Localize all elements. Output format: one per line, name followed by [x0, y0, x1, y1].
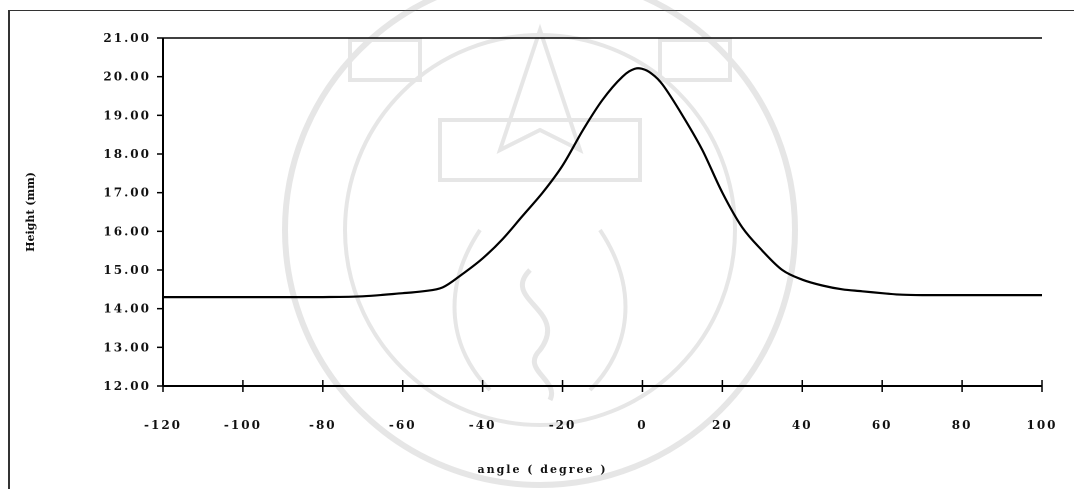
- x-tick-label: -60: [389, 418, 417, 432]
- x-tick-label: -80: [309, 418, 337, 432]
- y-axis: 12.00 13.00 14.00 15.00 16.00 17.00 18.00 19.00…: [103, 31, 1042, 393]
- x-tick-label: -100: [224, 418, 262, 432]
- x-tick-label: -40: [469, 418, 497, 432]
- y-tick-label: 18.00: [103, 147, 151, 161]
- y-tick-label: 16.00: [103, 224, 151, 238]
- y-axis-title: Height (mm): [24, 172, 37, 252]
- x-tick-label: 40: [792, 418, 813, 432]
- x-axis: -120 -100 -80 -60 -40 -20 0 20 40 60 80 100: [144, 380, 1057, 432]
- y-tick-label: 15.00: [103, 263, 151, 277]
- frame-border-left: [8, 10, 10, 489]
- x-tick-label: -120: [144, 418, 182, 432]
- y-tick-label: 12.00: [103, 379, 151, 393]
- x-tick-label: 80: [952, 418, 973, 432]
- series-line: [163, 67, 1042, 299]
- frame-border-top: [8, 10, 1074, 11]
- x-tick-label: 20: [712, 418, 733, 432]
- y-tick-label: 13.00: [103, 340, 151, 354]
- x-tick-label: 100: [1026, 418, 1057, 432]
- series-group: [163, 67, 1042, 299]
- y-tick-label: 17.00: [103, 186, 151, 200]
- y-tick-label: 14.00: [103, 302, 151, 316]
- x-axis-title: angle ( degree ): [477, 463, 607, 476]
- x-tick-label: 60: [872, 418, 893, 432]
- y-tick-label: 21.00: [103, 31, 151, 45]
- y-tick-label: 20.00: [103, 70, 151, 84]
- seal-watermark: [282, 0, 798, 488]
- x-tick-label: -20: [549, 418, 577, 432]
- x-tick-label: 0: [637, 418, 647, 432]
- y-tick-label: 19.00: [103, 108, 151, 122]
